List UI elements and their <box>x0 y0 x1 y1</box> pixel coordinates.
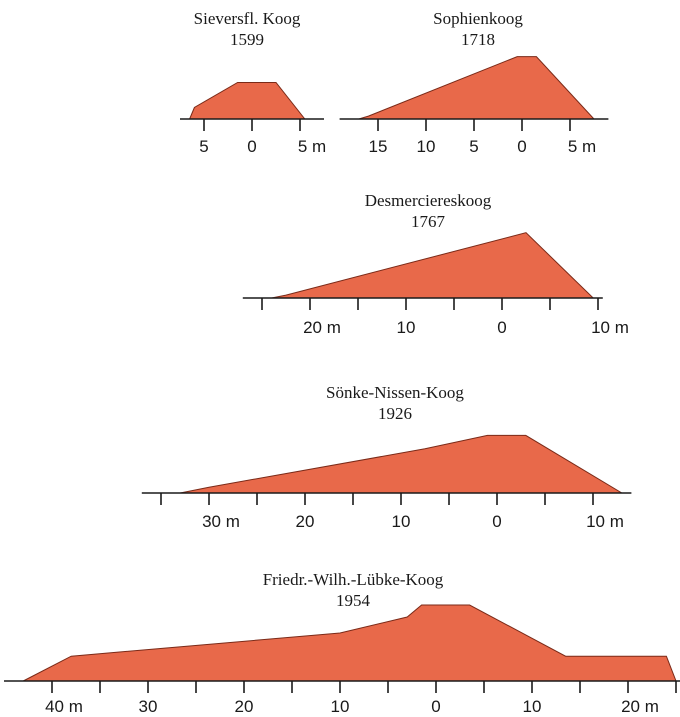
dike-1-cross-section <box>358 56 596 120</box>
dike-4-cross-section <box>22 604 677 682</box>
dike-3-tick-label: 30 m <box>202 512 240 531</box>
dike-4-tick-label: 40 m <box>45 697 83 716</box>
dike-1-year: 1718 <box>461 30 495 49</box>
dike-0-title: Sieversfl. Koog 1599 <box>194 9 301 49</box>
dike-4-profile-group: 40 m 30 20 10 0 10 20 m <box>4 604 680 716</box>
dike-1-tick-label: 10 <box>417 137 436 156</box>
dike-1-name: Sophienkoog <box>433 9 523 28</box>
dike-1-tick-label: 5 <box>469 137 478 156</box>
dike-4-tick-label: 0 <box>431 697 440 716</box>
dike-0-profile-group: 5 0 5 m <box>180 82 326 156</box>
dike-4-year: 1954 <box>336 591 371 610</box>
dike-1-tick-label: 5 m <box>568 137 596 156</box>
dike-0-tick-label: 5 <box>199 137 208 156</box>
dike-4-tick-label: 20 m <box>621 697 659 716</box>
dike-0-tick-label: 5 m <box>298 137 326 156</box>
dike-2-tick-label: 10 <box>397 318 416 337</box>
dike-3-tick-label: 0 <box>492 512 501 531</box>
dike-3-tick-label: 20 <box>296 512 315 531</box>
dike-4-tick-label: 20 <box>235 697 254 716</box>
dike-4-title: Friedr.-Wilh.-Lübke-Koog 1954 <box>263 570 444 610</box>
dike-2-title: Desmercieres­koog 1767 <box>365 191 492 231</box>
dike-3-year: 1926 <box>378 404 412 423</box>
dike-4-tick-label: 30 <box>139 697 158 716</box>
dike-3-name: Sönke-Nissen-Koog <box>326 383 464 402</box>
dike-3-profile-group: 30 m 20 10 0 10 m <box>141 434 632 531</box>
dike-0-cross-section <box>188 82 306 120</box>
dike-2-name: Desmercieres­koog <box>365 191 492 210</box>
dike-0-name: Sieversfl. Koog <box>194 9 301 28</box>
dike-2-tick-label: 20 m <box>303 318 341 337</box>
dike-2-cross-section <box>271 232 595 299</box>
dike-4-tick-label: 10 <box>523 697 542 716</box>
dike-3-tick-label: 10 m <box>586 512 624 531</box>
dike-1-profile-group: 15 10 5 0 5 m <box>339 56 609 156</box>
dike-2-year: 1767 <box>411 212 446 231</box>
dike-2-tick-label: 0 <box>497 318 506 337</box>
dike-0-tick-label: 0 <box>247 137 256 156</box>
profiles-layer: 5 0 5 m 15 10 5 0 5 m 20 m 10 0 10 m 30 m 20 10 0 10 m 40… <box>4 56 680 716</box>
dike-3-title: Sönke-Nissen-Koog 1926 <box>326 383 464 423</box>
dike-1-title: Sophienkoog 1718 <box>433 9 523 49</box>
dike-1-tick-label: 15 <box>369 137 388 156</box>
dike-3-tick-label: 10 <box>392 512 411 531</box>
dike-2-profile-group: 20 m 10 0 10 m <box>242 232 629 337</box>
dike-1-tick-label: 0 <box>517 137 526 156</box>
dike-4-tick-label: 10 <box>331 697 350 716</box>
dike-4-name: Friedr.-Wilh.-Lübke-Koog <box>263 570 444 589</box>
dike-0-year: 1599 <box>230 30 264 49</box>
dike-2-tick-label: 10 m <box>591 318 629 337</box>
dike-3-cross-section <box>180 434 624 494</box>
